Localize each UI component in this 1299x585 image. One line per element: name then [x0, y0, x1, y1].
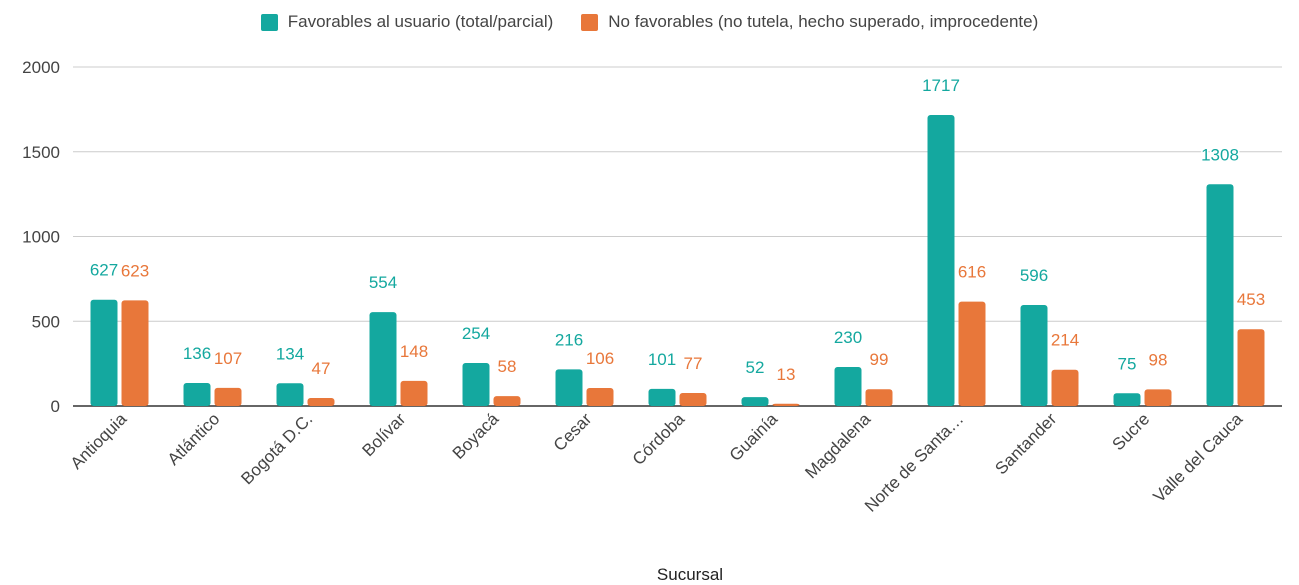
legend-swatch-no-favorables [581, 13, 599, 31]
x-tick-label: Boyacá [449, 409, 503, 463]
bar-no-favorables[interactable] [493, 396, 521, 406]
y-tick-label: 0 [51, 397, 60, 416]
bar-favorables[interactable] [1020, 304, 1048, 406]
bar-no-favorables[interactable] [1144, 389, 1172, 406]
bar-favorables[interactable] [555, 369, 583, 406]
data-label: 98 [1149, 350, 1168, 369]
x-tick-label: Bogotá D.C. [237, 409, 316, 488]
x-tick-label: Santander [991, 409, 1060, 478]
bar-no-favorables[interactable] [958, 301, 986, 406]
x-tick-label: Córdoba [629, 409, 689, 469]
x-tick-label: Cesar [550, 409, 596, 455]
legend-label-favorables: Favorables al usuario (total/parcial) [287, 12, 554, 31]
legend-item-no-favorables[interactable]: No favorables (no tutela, hecho superado… [581, 12, 1038, 32]
bar-no-favorables[interactable] [1051, 369, 1079, 406]
y-tick-label: 500 [32, 312, 60, 331]
data-label: 136 [183, 344, 211, 363]
bar-no-favorables[interactable] [772, 403, 800, 406]
data-label: 1717 [922, 76, 960, 95]
legend-swatch-favorables [260, 13, 278, 31]
data-label: 230 [834, 328, 862, 347]
y-tick-label: 1500 [22, 143, 60, 162]
x-axis-title: Sucursal [657, 565, 723, 584]
data-label: 216 [555, 330, 583, 349]
data-label: 47 [312, 359, 331, 378]
x-tick-label: Bolívar [358, 409, 409, 460]
bar-favorables[interactable] [927, 114, 955, 406]
y-tick-label: 2000 [22, 58, 60, 77]
bar-favorables[interactable] [1206, 184, 1234, 406]
legend-label-no-favorables: No favorables (no tutela, hecho superado… [608, 12, 1039, 31]
bar-favorables[interactable] [741, 397, 769, 406]
data-label: 134 [276, 344, 304, 363]
legend: Favorables al usuario (total/parcial) No… [0, 12, 1299, 32]
bar-favorables[interactable] [90, 299, 118, 406]
x-tick-label: Valle del Cauca [1150, 409, 1247, 506]
bar-favorables[interactable] [1113, 393, 1141, 406]
data-label: 101 [648, 350, 676, 369]
data-label: 77 [684, 354, 703, 373]
bar-no-favorables[interactable] [307, 398, 335, 406]
bar-no-favorables[interactable] [400, 380, 428, 406]
y-tick-label: 1000 [22, 228, 60, 247]
data-label: 616 [958, 263, 986, 282]
data-label: 106 [586, 349, 614, 368]
data-label: 52 [746, 358, 765, 377]
data-label: 453 [1237, 290, 1265, 309]
bar-favorables[interactable] [834, 367, 862, 406]
x-tick-label: Antioquia [67, 409, 131, 473]
bar-favorables[interactable] [648, 388, 676, 406]
data-label: 596 [1020, 266, 1048, 285]
bar-no-favorables[interactable] [121, 300, 149, 406]
data-label: 623 [121, 261, 149, 280]
x-tick-label: Norte de Santa… [861, 409, 967, 515]
x-tick-label: Atlántico [164, 409, 224, 469]
data-label: 107 [214, 349, 242, 368]
data-label: 1308 [1201, 145, 1239, 164]
x-tick-label: Guainía [726, 409, 782, 465]
bar-favorables[interactable] [462, 362, 490, 406]
data-label: 75 [1118, 354, 1137, 373]
bar-no-favorables[interactable] [1237, 329, 1265, 406]
bar-favorables[interactable] [183, 382, 211, 406]
x-tick-label: Sucre [1108, 409, 1153, 454]
data-label: 214 [1051, 331, 1079, 350]
data-label: 554 [369, 273, 397, 292]
bar-no-favorables[interactable] [214, 387, 242, 406]
bar-no-favorables[interactable] [679, 392, 707, 406]
data-label: 13 [777, 365, 796, 384]
data-label: 99 [870, 350, 889, 369]
data-label: 627 [90, 261, 118, 280]
data-label: 254 [462, 324, 490, 343]
bar-no-favorables[interactable] [865, 389, 893, 406]
bar-favorables[interactable] [276, 383, 304, 406]
legend-item-favorables[interactable]: Favorables al usuario (total/parcial) [260, 12, 554, 32]
bar-favorables[interactable] [369, 312, 397, 406]
x-tick-label: Magdalena [801, 409, 874, 482]
data-label: 58 [498, 357, 517, 376]
data-label: 148 [400, 342, 428, 361]
bar-no-favorables[interactable] [586, 388, 614, 406]
